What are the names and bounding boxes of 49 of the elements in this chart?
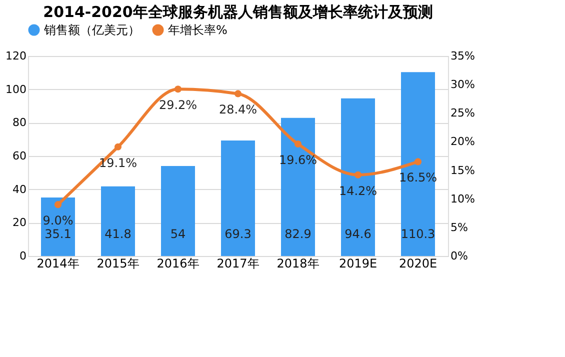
- data-label: 28.4%: [218, 102, 258, 117]
- legend-label: 销售额（亿美元）: [43, 23, 140, 37]
- point: [294, 140, 302, 148]
- chart-title: 2014-2020年全球服务机器人销售额及增长率统计及预测: [43, 3, 433, 21]
- y-tick-label: 60: [12, 150, 26, 162]
- x-tick-label: 2015年: [96, 256, 140, 270]
- point: [54, 201, 62, 208]
- data-label: 82.9: [284, 227, 312, 241]
- y2-tick-label: 30%: [450, 78, 475, 92]
- y-tick-label: 40: [12, 182, 26, 196]
- bar: [281, 118, 315, 256]
- data-label: 94.6: [344, 227, 372, 241]
- y-tick-label: 120: [6, 50, 26, 62]
- data-label: 41.8: [104, 227, 132, 241]
- x-tick-label: 2017年: [216, 256, 260, 270]
- y2-tick-label: 25%: [450, 106, 475, 120]
- x-tick-label: 2018年: [276, 256, 320, 270]
- y-tick-label: 20: [12, 216, 26, 230]
- data-label: 9.0%: [42, 214, 74, 228]
- point: [414, 158, 422, 166]
- bar: [341, 98, 375, 256]
- y2-tick-label: 35%: [450, 50, 475, 62]
- y2-tick-label: 15%: [450, 164, 475, 177]
- bar: [221, 140, 255, 256]
- y-tick-label: 0: [20, 250, 26, 262]
- bar: [401, 72, 435, 256]
- data-label: 69.3: [224, 227, 252, 241]
- bar: [41, 198, 75, 256]
- x-tick-label: 2016年: [156, 256, 200, 270]
- data-label: 54: [170, 227, 186, 241]
- y2-tick-label: 10%: [450, 192, 475, 206]
- y2-tick-label: 20%: [450, 135, 475, 148]
- bar: [101, 186, 135, 256]
- x-tick-label: 2014年: [36, 256, 80, 270]
- data-label: 110.3: [400, 227, 436, 241]
- point: [114, 143, 122, 150]
- data-label: 35.1: [44, 227, 72, 241]
- bar: [161, 166, 195, 256]
- y-tick-label: 80: [12, 116, 26, 130]
- y2-tick-label: 0%: [450, 250, 468, 262]
- y2-tick-label: 5%: [450, 220, 468, 234]
- point: [354, 171, 362, 178]
- x-tick-label: 2019E: [338, 256, 378, 270]
- legend-label: 年增长率%: [168, 23, 228, 37]
- data-label: 29.2%: [158, 98, 198, 112]
- point: [174, 86, 182, 93]
- y-tick-label: 100: [6, 82, 26, 96]
- point: [234, 90, 242, 98]
- x-tick-label: 2020E: [398, 256, 438, 270]
